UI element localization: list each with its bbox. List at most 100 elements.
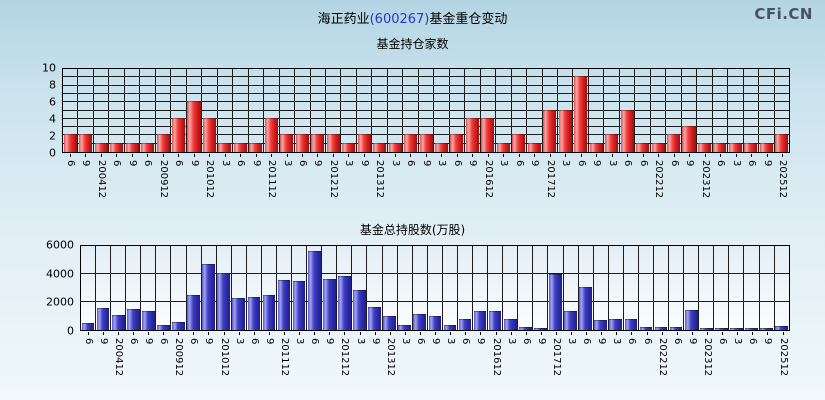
blue-bar: [699, 327, 713, 330]
x-tick: 3: [387, 154, 402, 202]
x-tick: 9: [367, 332, 382, 380]
x-tick-label: 6: [173, 160, 185, 167]
x-tick-label: 6: [188, 338, 200, 345]
grid-cell: [307, 246, 323, 330]
blue-bar: [126, 309, 140, 330]
grid-cell: [277, 246, 293, 330]
x-tick-label: 6: [637, 160, 649, 167]
blue-bar: [111, 315, 125, 330]
grid-cell: [156, 246, 172, 330]
grid-cell: [465, 69, 481, 152]
x-tick: 6: [619, 154, 634, 202]
x-tick-label: 9: [126, 160, 138, 167]
blue-bar: [322, 278, 336, 330]
grid-cell: [558, 69, 574, 152]
grid-cell: [357, 69, 373, 152]
x-tick: 6: [108, 154, 123, 202]
grid-cell: [156, 69, 172, 152]
x-tick: 9: [77, 154, 92, 202]
grid-cell: [78, 69, 94, 152]
red-bar: [388, 142, 402, 152]
fund-holders-chart: [62, 68, 790, 153]
x-tick-label: 6: [235, 160, 247, 167]
grid-cell: [428, 246, 443, 330]
red-bar: [249, 142, 263, 152]
x-tick-label: 6: [451, 160, 463, 167]
red-bar: [744, 142, 758, 152]
grid-cell: [232, 246, 247, 330]
x-tick: 9: [684, 332, 699, 380]
x-tick: 202312: [697, 154, 712, 202]
x-tick: 9: [261, 332, 276, 380]
grid-cell: [775, 69, 789, 152]
grid-cell: [666, 69, 682, 152]
grid-cell: [488, 246, 504, 330]
x-tick: 201112: [263, 154, 278, 202]
x-tick-label: 9: [761, 160, 773, 167]
cfi-logo: CFi.CN: [754, 5, 813, 23]
y-tick-label: 0: [67, 324, 74, 338]
blue-bar: [730, 327, 743, 330]
grid-cell: [775, 246, 789, 330]
grid-cell: [635, 69, 651, 152]
x-tick-label: 9: [80, 160, 92, 167]
x-tick: 3: [352, 332, 367, 380]
x-tick: 9: [533, 332, 548, 380]
grid-cell: [533, 246, 549, 330]
x-tick: 3: [564, 332, 579, 380]
grid-cell: [311, 69, 326, 152]
grid-cell: [94, 69, 110, 152]
blue-bar: [624, 318, 638, 330]
grid-cell: [728, 69, 744, 152]
x-tick: 9: [588, 154, 603, 202]
blue-bar: [714, 327, 728, 330]
x-tick: 3: [604, 154, 619, 202]
gridline: [63, 84, 789, 86]
red-bar: [697, 142, 711, 152]
red-bar: [373, 142, 387, 152]
x-tick-label: 3: [219, 160, 231, 167]
blue-bar: [549, 273, 562, 330]
red-bar: [496, 142, 510, 152]
red-bar: [481, 117, 495, 152]
x-tick-label: 3: [436, 160, 448, 167]
grid-cell: [624, 246, 639, 330]
grid-cell: [512, 69, 528, 152]
x-tick: 3: [609, 332, 624, 380]
page-title-stock-code: (600267): [369, 12, 430, 27]
gridline: [63, 117, 789, 119]
x-tick: 9: [95, 332, 110, 380]
grid-cell: [125, 69, 141, 152]
blue-bar: [564, 311, 577, 330]
x-tick-label: 6: [405, 160, 417, 167]
page-title-suffix: 基金重仓变动: [429, 12, 508, 27]
grid-cell: [262, 246, 278, 330]
x-tick-label: 202512: [777, 160, 789, 199]
grid-cell: [109, 69, 125, 152]
x-tick-label: 3: [606, 160, 618, 167]
grid-cell: [639, 246, 654, 330]
x-tick-label: 3: [389, 160, 401, 167]
grid-cell: [473, 246, 489, 330]
x-tick-label: 6: [747, 338, 759, 345]
x-tick-label: 202512: [777, 338, 789, 377]
blue-bar: [187, 295, 200, 330]
fund-holders-x-axis: 6 9 200412 6 9 6 200912 6 9 201012 3 6 9 201112 3 6 9 201…: [62, 154, 790, 202]
x-tick-label: 3: [354, 338, 366, 345]
red-bar: [404, 134, 418, 152]
grid-cell: [496, 69, 512, 152]
grid-cell: [367, 246, 383, 330]
x-tick: 6: [573, 154, 588, 202]
red-bar: [264, 117, 278, 152]
x-tick-label: 6: [460, 338, 472, 345]
x-tick: 3: [558, 154, 573, 202]
x-tick-label: 201712: [544, 160, 556, 199]
x-tick-label: 9: [369, 338, 381, 345]
red-bar: [651, 142, 665, 152]
blue-bar: [654, 326, 668, 330]
x-tick-label: 6: [715, 160, 727, 167]
red-bar: [110, 142, 124, 152]
page-title-company: 海正药业: [317, 12, 370, 27]
x-tick-label: 6: [641, 338, 653, 345]
grid-cell: [527, 69, 543, 152]
